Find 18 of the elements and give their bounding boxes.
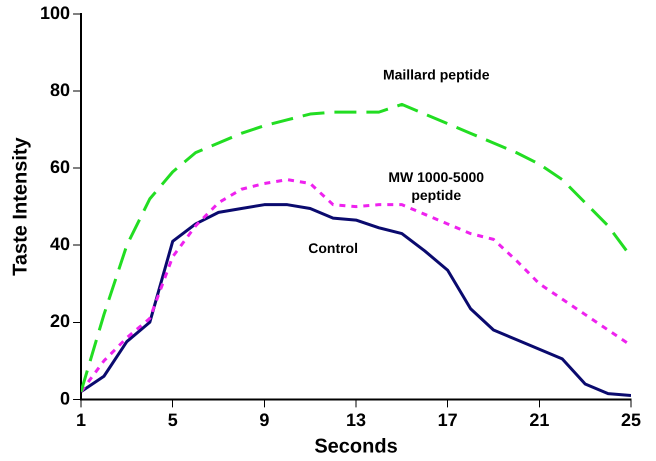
x-tick-label: 21 [529, 410, 550, 430]
y-tick-label: 20 [50, 311, 70, 332]
series-label: Maillard peptide [382, 66, 490, 82]
x-tick-label: 13 [346, 410, 366, 430]
y-tick-label: 80 [50, 80, 70, 100]
x-tick-label: 9 [259, 410, 270, 430]
y-tick-label: 100 [40, 2, 70, 23]
y-axis-title: Taste Intensity [10, 136, 32, 276]
x-tick-label: 25 [620, 410, 642, 430]
x-tick-label: 17 [438, 410, 458, 430]
y-tick-label: 40 [50, 234, 70, 254]
x-tick-label: 1 [76, 410, 86, 430]
x-axis-title: Seconds [314, 436, 398, 458]
x-tick-label: 5 [168, 410, 178, 430]
y-tick-label: 0 [60, 388, 70, 408]
series-label: Control [308, 240, 358, 256]
series-label: MW 1000-5000 peptide [388, 169, 484, 204]
y-tick-label: 60 [50, 157, 70, 178]
